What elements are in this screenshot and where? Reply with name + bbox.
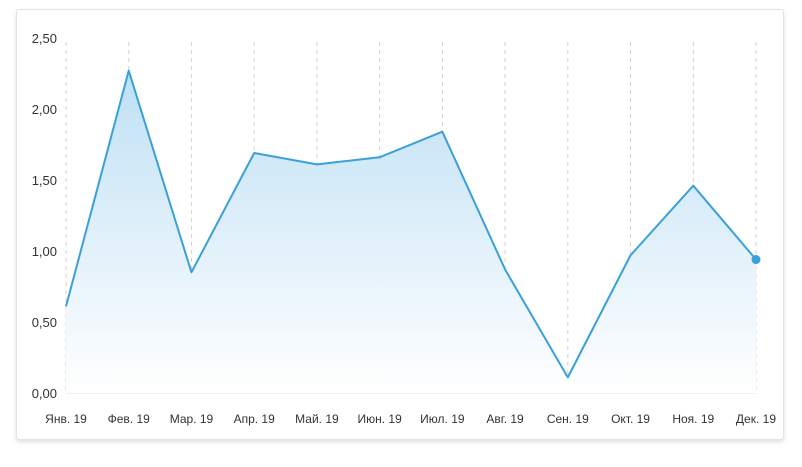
x-axis: Янв. 19 Фев. 19 Мар. 19 Апр. 19 Май. 19 Июн. …	[45, 412, 776, 426]
data-point[interactable]	[689, 182, 697, 190]
area-series	[65, 69, 757, 393]
data-point[interactable]	[564, 373, 572, 381]
data-point[interactable]	[125, 67, 133, 75]
x-tick-label: Сен. 19	[547, 412, 589, 426]
x-tick-label: Фев. 19	[108, 412, 151, 426]
y-tick-label: 1,00	[32, 244, 57, 259]
y-tick-label: 2,50	[32, 31, 57, 46]
data-point[interactable]	[501, 265, 509, 273]
data-point[interactable]	[376, 153, 384, 161]
y-tick-label: 0,00	[32, 386, 57, 401]
y-tick-label: 2,00	[32, 102, 57, 117]
x-tick-label: Ноя. 19	[672, 412, 714, 426]
y-axis: 0,00 0,50 1,00 1,50 2,00 2,50	[32, 31, 57, 401]
x-tick-label: Июл. 19	[420, 412, 465, 426]
data-point[interactable]	[250, 149, 258, 157]
x-tick-label: Май. 19	[295, 412, 339, 426]
data-point[interactable]	[187, 268, 195, 276]
x-tick-label: Янв. 19	[45, 412, 87, 426]
x-tick-label: Авг. 19	[486, 412, 524, 426]
x-tick-label: Мар. 19	[170, 412, 214, 426]
area-fill	[66, 70, 756, 393]
x-tick-label: Июн. 19	[357, 412, 402, 426]
data-point[interactable]	[313, 160, 321, 168]
y-tick-label: 1,50	[32, 173, 57, 188]
point-markers	[62, 67, 761, 381]
data-point[interactable]	[627, 251, 635, 259]
x-tick-label: Апр. 19	[234, 412, 276, 426]
data-point[interactable]	[62, 302, 70, 310]
data-point[interactable]	[438, 128, 446, 136]
data-point[interactable]	[751, 255, 761, 265]
y-tick-label: 0,50	[32, 315, 57, 330]
series-line	[65, 69, 757, 379]
x-tick-label: Окт. 19	[611, 412, 650, 426]
x-tick-label: Дек. 19	[736, 412, 776, 426]
